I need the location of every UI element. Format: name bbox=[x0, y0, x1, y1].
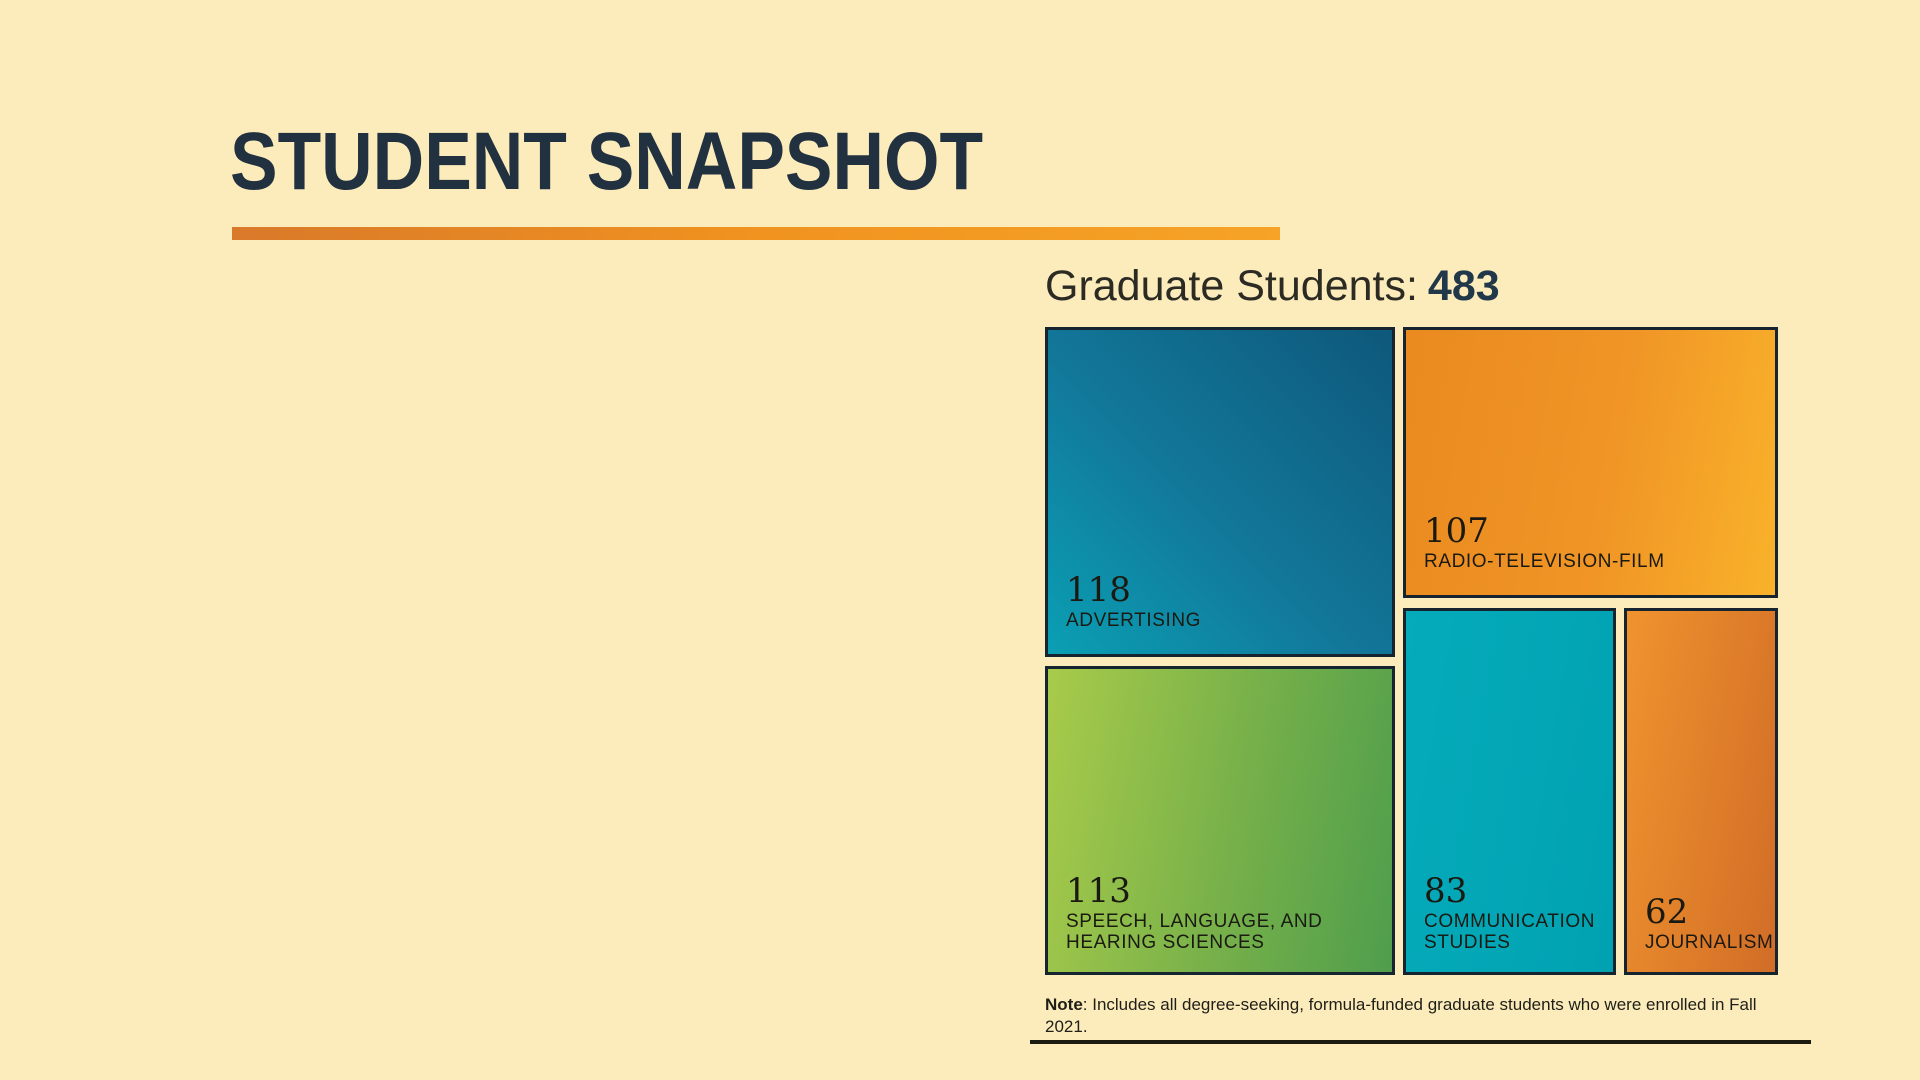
treemap-cell-communication-studies: 83 COMMUNICATION STUDIES bbox=[1403, 608, 1616, 975]
bottom-rule bbox=[1030, 1040, 1811, 1044]
cell-value-communication-studies: 83 bbox=[1424, 871, 1468, 911]
cell-label-journalism: JOURNALISM bbox=[1645, 932, 1774, 953]
cell-label-radio-television-film: RADIO-TELEVISION-FILM bbox=[1424, 551, 1665, 572]
treemap-cell-speech-language-hearing-sciences: 113 SPEECH, LANGUAGE, AND HEARING SCIENC… bbox=[1045, 666, 1395, 975]
chart-heading: Graduate Students: 483 bbox=[1045, 263, 1500, 309]
treemap-cell-journalism: 62 JOURNALISM bbox=[1624, 608, 1778, 975]
cell-label-speech-language-hearing-sciences: SPEECH, LANGUAGE, AND HEARING SCIENCES bbox=[1066, 911, 1323, 953]
chart-heading-label: Graduate Students: bbox=[1045, 262, 1418, 310]
note-label: Note bbox=[1045, 995, 1083, 1014]
cell-value-speech-language-hearing-sciences: 113 bbox=[1066, 871, 1131, 911]
chart-note: Note: Includes all degree-seeking, formu… bbox=[1045, 994, 1765, 1037]
chart-heading-value: 483 bbox=[1427, 262, 1500, 310]
cell-value-journalism: 62 bbox=[1645, 892, 1689, 932]
cell-value-radio-television-film: 107 bbox=[1424, 511, 1489, 551]
note-text: : Includes all degree-seeking, formula-f… bbox=[1045, 995, 1757, 1036]
cell-value-advertising: 118 bbox=[1066, 570, 1131, 610]
graduate-students-treemap: 118 ADVERTISING 107 RADIO-TELEVISION-FIL… bbox=[1045, 327, 1778, 975]
treemap-cell-radio-television-film: 107 RADIO-TELEVISION-FILM bbox=[1403, 327, 1778, 598]
title-accent-rule bbox=[232, 227, 1280, 240]
treemap-cell-advertising: 118 ADVERTISING bbox=[1045, 327, 1395, 657]
cell-label-communication-studies: COMMUNICATION STUDIES bbox=[1424, 911, 1596, 953]
cell-label-advertising: ADVERTISING bbox=[1066, 610, 1202, 631]
page-title: STUDENT SNAPSHOT bbox=[230, 116, 984, 207]
